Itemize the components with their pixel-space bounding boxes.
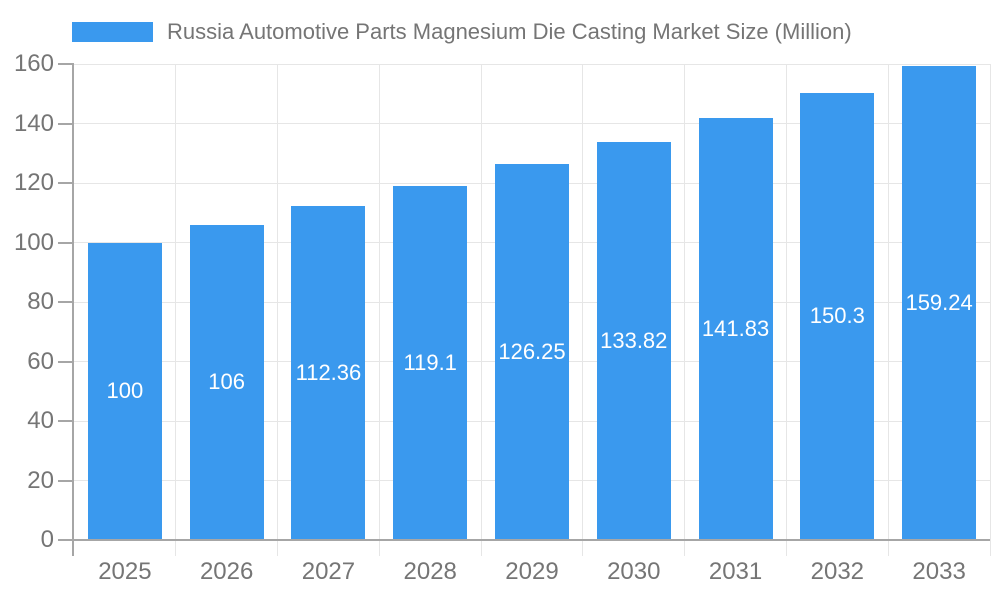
bar[interactable]: 159.24 <box>902 66 977 540</box>
legend-label: Russia Automotive Parts Magnesium Die Ca… <box>167 19 852 44</box>
x-tick-label: 2031 <box>708 558 763 585</box>
y-tick-mark <box>58 63 74 65</box>
y-tick-label: 0 <box>40 526 54 553</box>
x-tick-label: 2032 <box>810 558 865 585</box>
bar[interactable]: 100 <box>87 242 162 540</box>
x-tick-label: 2026 <box>199 558 254 585</box>
y-gridline <box>74 123 990 124</box>
y-tick-label: 100 <box>13 228 54 256</box>
y-tick-label: 60 <box>27 347 54 375</box>
y-tick-mark <box>58 301 74 303</box>
x-tick-label: 2029 <box>505 558 559 585</box>
bar[interactable]: 119.1 <box>393 185 468 540</box>
y-tick-label: 140 <box>13 109 54 137</box>
bar-value-label: 150.3 <box>809 303 865 329</box>
bar-value-label: 112.36 <box>295 359 362 385</box>
x-axis-line <box>72 539 990 541</box>
x-gridline <box>175 64 177 556</box>
y-tick-label: 160 <box>13 50 54 77</box>
x-tick-label: 2027 <box>301 558 356 585</box>
bar-value-label: 106 <box>208 369 246 395</box>
x-tick-label: 2028 <box>403 558 457 585</box>
bar[interactable]: 106 <box>189 224 264 540</box>
y-tick-label: 40 <box>27 407 54 434</box>
bar-value-label: 100 <box>106 378 144 404</box>
bar-value-label: 126.25 <box>498 339 566 365</box>
y-tick-mark <box>58 539 74 541</box>
bar[interactable]: 141.83 <box>698 118 773 540</box>
y-tick-mark <box>58 360 74 363</box>
y-axis-line <box>72 64 74 556</box>
x-gridline <box>989 64 991 556</box>
y-tick-mark <box>58 182 74 184</box>
x-gridline <box>582 64 584 556</box>
x-gridline <box>277 64 279 556</box>
x-gridline <box>785 64 787 556</box>
bar-value-label: 133.82 <box>600 327 668 353</box>
bar-value-label: 159.24 <box>905 290 973 316</box>
bar-value-label: 119.1 <box>403 349 457 375</box>
x-gridline <box>887 64 889 556</box>
y-tick-mark <box>58 479 74 482</box>
bar[interactable]: 112.36 <box>291 205 366 540</box>
y-tick-label: 120 <box>13 169 54 196</box>
legend-item[interactable]: Russia Automotive Parts Magnesium Die Ca… <box>72 19 852 45</box>
x-gridline <box>378 64 380 556</box>
x-gridline <box>684 64 686 556</box>
x-gridline <box>480 64 482 556</box>
x-tick-label: 2025 <box>98 558 152 585</box>
y-gridline <box>74 63 990 65</box>
bar-value-label: 141.83 <box>701 316 770 342</box>
y-tick-mark <box>58 241 74 244</box>
y-tick-mark <box>58 122 74 125</box>
x-tick-label: 2030 <box>607 558 661 585</box>
x-tick-label: 2033 <box>912 558 966 585</box>
bar[interactable]: 126.25 <box>495 164 569 540</box>
legend-swatch <box>72 22 153 42</box>
y-tick-label: 80 <box>27 288 54 315</box>
bar[interactable]: 133.82 <box>596 141 671 540</box>
bar[interactable]: 150.3 <box>800 92 875 540</box>
y-tick-mark <box>58 420 74 422</box>
y-tick-label: 20 <box>27 466 54 494</box>
